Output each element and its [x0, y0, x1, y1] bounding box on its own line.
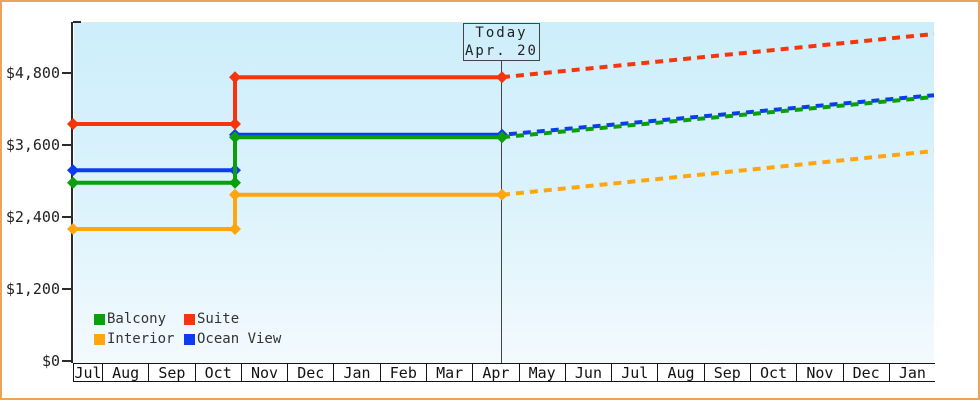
legend-swatch	[184, 313, 195, 325]
month-label: Sep	[148, 364, 194, 381]
today-vertical-line	[501, 61, 502, 363]
month-label: Dec	[842, 364, 889, 381]
month-label: Sep	[703, 364, 750, 381]
legend-label: Ocean View	[197, 331, 282, 347]
month-label: Jul	[74, 364, 102, 381]
month-label: Aug	[657, 364, 703, 381]
y-tick-label: $4,800	[5, 64, 60, 82]
legend-item-ocean-view: Ocean View	[184, 331, 281, 347]
legend-label: Interior	[107, 331, 175, 347]
month-label: Jan	[888, 364, 935, 381]
y-tick-mark	[62, 72, 72, 74]
legend-label: Balcony	[107, 311, 167, 327]
month-label: Mar	[425, 364, 472, 381]
y-axis-line	[71, 22, 73, 363]
today-annotation-box: Today Apr. 20	[463, 23, 540, 61]
month-label: Oct	[194, 364, 241, 381]
month-label: Nov	[796, 364, 842, 381]
month-label: Jul	[611, 364, 657, 381]
y-tick-mark	[62, 360, 72, 362]
today-label: Today	[475, 25, 528, 41]
x-axis-months: Jul Aug Sep Oct Nov Dec Jan Feb Mar Apr May Jun Jul A…	[73, 363, 935, 382]
y-tick-label: $0	[41, 352, 60, 370]
month-label: Apr	[472, 364, 518, 381]
y-tick-mark	[62, 288, 72, 290]
y-tick-mark	[62, 216, 72, 218]
y-tick-label: $1,200	[5, 280, 60, 298]
month-label: Jan	[333, 364, 379, 381]
month-label: Dec	[287, 364, 333, 381]
month-label: May	[518, 364, 565, 381]
month-label: Jun	[564, 364, 611, 381]
month-label: Oct	[749, 364, 796, 381]
legend-swatch	[94, 333, 105, 345]
today-date: Apr. 20	[464, 43, 538, 59]
legend-swatch	[184, 333, 195, 345]
legend-item-suite: Suite	[184, 311, 281, 327]
y-tick-mark	[62, 144, 72, 146]
month-label: Aug	[102, 364, 148, 381]
month-label: Feb	[379, 364, 426, 381]
legend-item-balcony: Balcony	[94, 311, 184, 327]
y-axis-top-tick	[73, 21, 81, 23]
legend-swatch	[94, 313, 105, 325]
legend-item-interior: Interior	[94, 331, 184, 347]
legend: Balcony Suite Interior Ocean View	[94, 311, 281, 347]
month-label: Nov	[240, 364, 287, 381]
legend-label: Suite	[197, 311, 240, 327]
y-tick-label: $2,400	[5, 208, 60, 226]
y-tick-label: $3,600	[5, 136, 60, 154]
